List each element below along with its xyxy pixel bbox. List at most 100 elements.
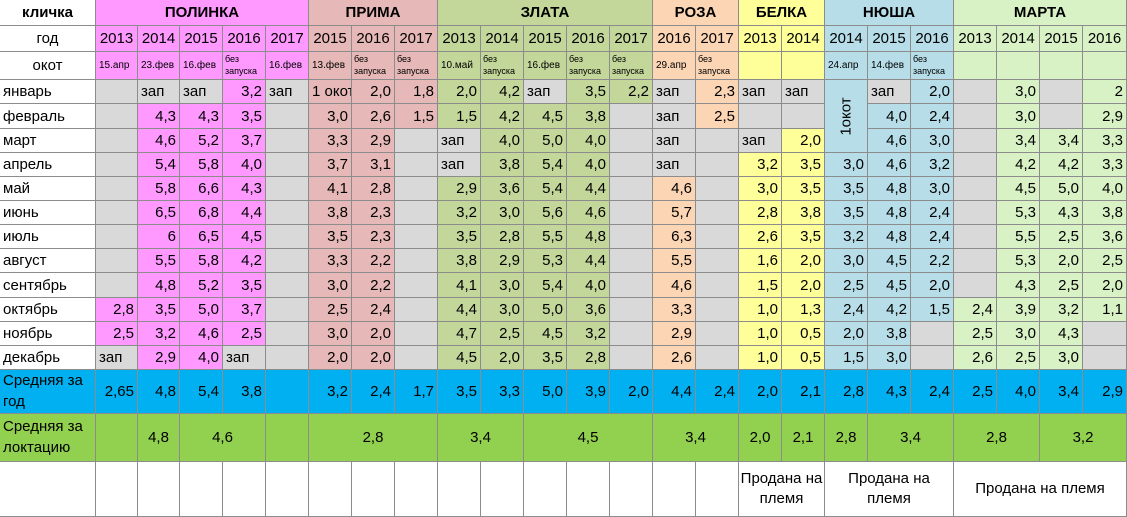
avg-lact-cell[interactable] [96,414,138,462]
value-cell[interactable] [395,201,438,225]
value-cell[interactable]: 2,4 [954,298,997,322]
value-cell[interactable]: 2,3 [696,80,739,104]
note-empty-cell[interactable] [395,462,438,517]
value-cell[interactable]: 4,3 [1040,322,1083,346]
value-cell[interactable]: 2,5 [696,104,739,129]
value-cell[interactable]: зап [138,80,180,104]
avg-year-cell[interactable]: 2,4 [696,370,739,414]
value-cell[interactable]: 3,5 [825,201,868,225]
value-cell[interactable]: 4,6 [653,177,696,201]
year-cell[interactable]: 2015 [868,26,911,52]
value-cell[interactable]: 4,3 [180,104,223,129]
value-cell[interactable]: зап [868,80,911,104]
month-label-cell[interactable]: декабрь [0,346,96,370]
value-cell[interactable]: 4,4 [567,177,610,201]
value-cell[interactable]: 4,3 [223,177,266,201]
value-cell[interactable]: 2,0 [825,322,868,346]
note-empty-cell[interactable] [653,462,696,517]
value-cell[interactable]: 4,6 [180,322,223,346]
value-cell[interactable]: 3,5 [438,225,481,249]
value-cell[interactable] [954,129,997,153]
value-cell[interactable]: 4,0 [481,129,524,153]
value-cell[interactable]: 3,8 [782,201,825,225]
value-cell[interactable]: 4,4 [567,249,610,273]
value-cell[interactable] [96,201,138,225]
value-cell[interactable]: 1,5 [911,298,954,322]
month-label-cell[interactable]: февраль [0,104,96,129]
value-cell[interactable] [266,225,309,249]
value-cell[interactable]: 3,2 [438,201,481,225]
month-label-cell[interactable]: январь [0,80,96,104]
value-cell[interactable] [266,298,309,322]
value-cell[interactable]: 5,2 [180,273,223,298]
note-empty-cell[interactable] [309,462,352,517]
value-cell[interactable]: 4,4 [223,201,266,225]
value-cell[interactable]: 2,9 [352,129,395,153]
value-cell[interactable]: 5,0 [524,129,567,153]
value-cell[interactable]: 3,0 [309,273,352,298]
value-cell[interactable] [610,346,653,370]
year-cell[interactable]: 2015 [524,26,567,52]
value-cell[interactable]: 3,8 [309,201,352,225]
value-cell[interactable] [696,177,739,201]
value-cell[interactable]: 4,8 [138,273,180,298]
value-cell[interactable] [96,129,138,153]
value-cell[interactable] [395,225,438,249]
avg-year-cell[interactable]: 2,0 [610,370,653,414]
okot-cell[interactable]: 16.фев [266,52,309,80]
value-cell[interactable] [954,201,997,225]
goat-name-1[interactable]: ПРИМА [309,0,438,26]
value-cell[interactable] [739,104,782,129]
avg-year-cell[interactable]: 4,8 [138,370,180,414]
value-cell[interactable] [610,225,653,249]
value-cell[interactable]: 3,0 [911,177,954,201]
value-cell[interactable] [696,153,739,177]
value-cell[interactable] [395,129,438,153]
year-cell[interactable]: 2016 [352,26,395,52]
value-cell[interactable]: 3,8 [567,104,610,129]
value-cell[interactable]: 3,5 [223,273,266,298]
value-cell[interactable]: 2,0 [911,273,954,298]
value-cell[interactable]: 5,3 [997,249,1040,273]
value-cell[interactable]: 2,2 [911,249,954,273]
avg-lact-cell[interactable] [266,414,309,462]
value-cell[interactable]: 2,0 [1083,273,1127,298]
value-cell[interactable] [696,298,739,322]
avg-year-cell[interactable]: 2,5 [954,370,997,414]
value-cell[interactable]: 3,5 [782,153,825,177]
year-cell[interactable]: 2017 [395,26,438,52]
value-cell[interactable]: 2,4 [825,298,868,322]
value-cell[interactable]: 5,6 [524,201,567,225]
value-cell[interactable]: 2,5 [223,322,266,346]
value-cell[interactable]: 3,5 [524,346,567,370]
okot-cell[interactable]: 14.фев [868,52,911,80]
avg-lact-cell[interactable]: 4,8 [138,414,180,462]
value-cell[interactable]: 2,5 [1040,273,1083,298]
value-cell[interactable]: 1,5 [825,346,868,370]
value-cell[interactable]: 2,0 [1040,249,1083,273]
value-cell[interactable]: 2,0 [309,346,352,370]
value-cell[interactable]: 5,8 [180,249,223,273]
value-cell[interactable]: 4,0 [1083,177,1127,201]
value-cell[interactable]: 5,5 [524,225,567,249]
avg-lact-cell[interactable]: 2,8 [309,414,438,462]
value-cell[interactable]: 2,8 [481,225,524,249]
value-cell[interactable]: 3,0 [309,322,352,346]
value-cell[interactable]: 3,0 [868,346,911,370]
value-cell[interactable]: 3,5 [782,177,825,201]
value-cell[interactable]: 5,5 [138,249,180,273]
value-cell[interactable]: зап [739,129,782,153]
note-empty-cell[interactable] [223,462,266,517]
value-cell[interactable] [954,80,997,104]
avg-year-cell[interactable]: 5,0 [524,370,567,414]
value-cell[interactable]: 2,9 [481,249,524,273]
value-cell[interactable]: 4,1 [438,273,481,298]
value-cell[interactable]: 2,6 [739,225,782,249]
value-cell[interactable]: зап [266,80,309,104]
month-label-cell[interactable]: июль [0,225,96,249]
value-cell[interactable]: 2,0 [782,273,825,298]
okot-cell[interactable] [954,52,997,80]
avg-year-cell[interactable] [266,370,309,414]
value-cell[interactable]: 4,2 [481,104,524,129]
avg-year-cell[interactable]: 2,4 [911,370,954,414]
